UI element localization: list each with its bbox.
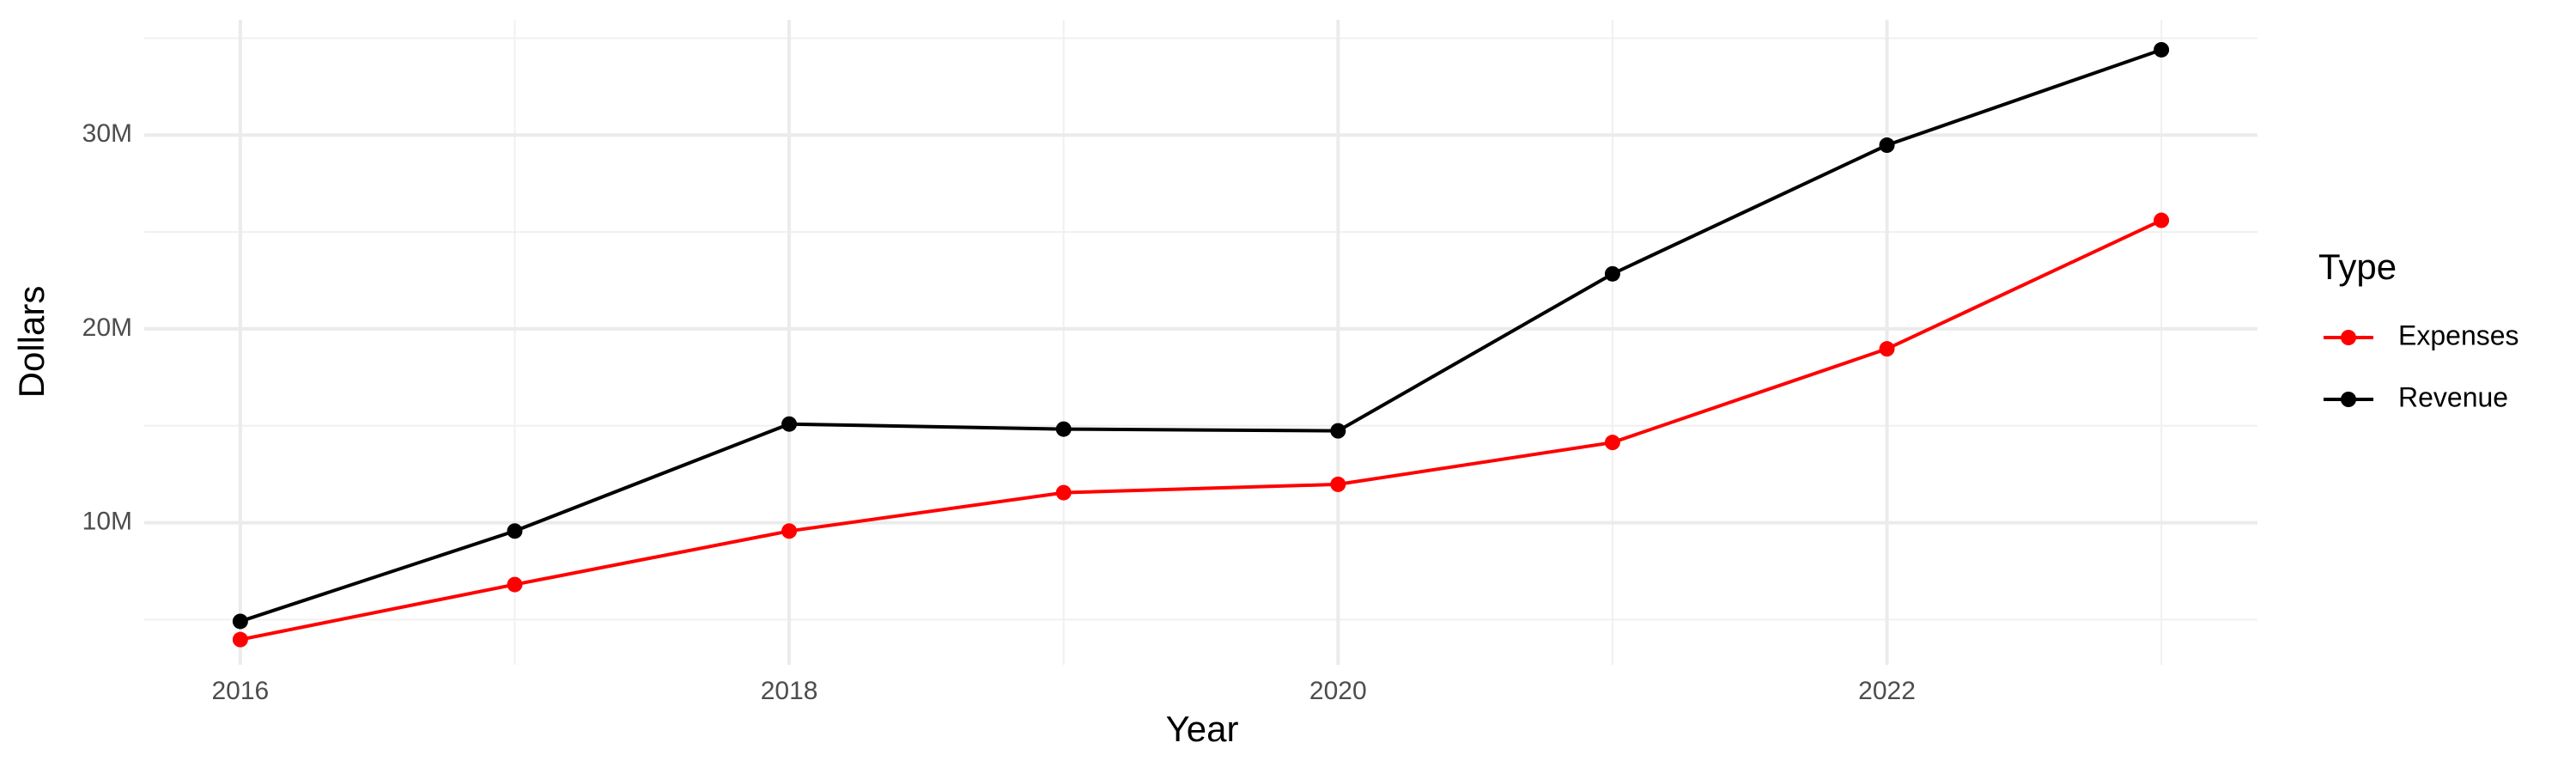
- x-tick-label: 2022: [1858, 677, 1916, 705]
- data-point: [1330, 423, 1346, 439]
- data-point: [2154, 41, 2170, 58]
- data-point: [781, 416, 798, 432]
- data-point: [1055, 421, 1072, 437]
- x-tick-label: 2018: [761, 677, 818, 705]
- x-tick-label: 2020: [1309, 677, 1367, 705]
- data-point: [1055, 484, 1072, 501]
- data-point: [781, 523, 798, 539]
- series-line: [240, 218, 2162, 642]
- legend-marker: [2341, 330, 2356, 345]
- data-point: [507, 523, 523, 539]
- data-point: [232, 613, 248, 630]
- x-tick-label: 2016: [211, 677, 269, 705]
- x-axis-title: Year: [1166, 709, 1239, 749]
- data-point: [1330, 476, 1346, 492]
- y-tick-label: 10M: [82, 508, 132, 536]
- legend-marker: [2341, 392, 2356, 407]
- legend-text: Expenses: [2398, 320, 2519, 350]
- y-axis-title: Dollars: [11, 286, 52, 399]
- data-point: [1604, 435, 1620, 451]
- data-point: [1879, 137, 1895, 154]
- series-line: [240, 48, 2162, 624]
- legend-title: Type: [2318, 247, 2397, 287]
- data-point: [1879, 341, 1895, 357]
- legend-text: Revenue: [2398, 381, 2508, 412]
- data-point: [507, 576, 523, 593]
- data-point: [2154, 212, 2170, 228]
- y-tick-label: 20M: [82, 313, 132, 342]
- y-tick-label: 30M: [82, 119, 132, 148]
- data-point: [232, 631, 248, 648]
- data-point: [1604, 265, 1620, 282]
